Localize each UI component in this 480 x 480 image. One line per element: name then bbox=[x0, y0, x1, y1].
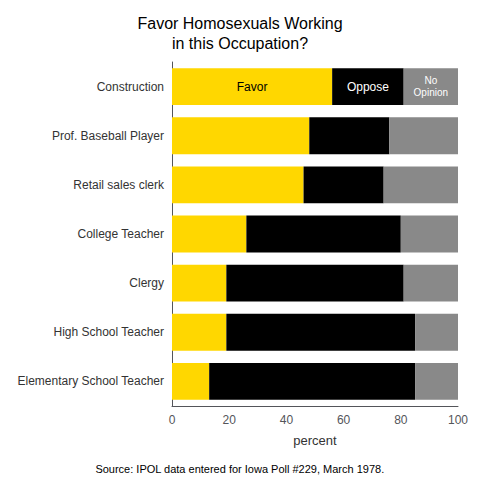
svg-text:Elementary School Teacher: Elementary School Teacher bbox=[17, 374, 164, 388]
svg-text:Retail sales clerk: Retail sales clerk bbox=[73, 178, 165, 192]
svg-text:in this Occupation?: in this Occupation? bbox=[172, 35, 308, 52]
svg-text:Prof. Baseball Player: Prof. Baseball Player bbox=[52, 129, 164, 143]
svg-text:Source: IPOL data entered for: Source: IPOL data entered for Iowa Poll … bbox=[95, 463, 384, 475]
svg-text:Favor: Favor bbox=[237, 80, 268, 94]
svg-text:0: 0 bbox=[169, 413, 176, 427]
svg-text:Clergy: Clergy bbox=[129, 276, 164, 290]
svg-text:High School Teacher: High School Teacher bbox=[53, 325, 164, 339]
svg-text:College Teacher: College Teacher bbox=[77, 227, 164, 241]
svg-text:Opinion: Opinion bbox=[414, 87, 448, 98]
svg-text:percent: percent bbox=[293, 433, 337, 448]
svg-text:Construction: Construction bbox=[97, 80, 164, 94]
svg-text:No: No bbox=[424, 75, 437, 86]
svg-text:Oppose: Oppose bbox=[347, 80, 389, 94]
svg-text:80: 80 bbox=[394, 413, 408, 427]
svg-text:100: 100 bbox=[448, 413, 468, 427]
svg-text:60: 60 bbox=[337, 413, 351, 427]
svg-text:40: 40 bbox=[280, 413, 294, 427]
svg-text:Favor Homosexuals Working: Favor Homosexuals Working bbox=[137, 15, 342, 32]
svg-text:20: 20 bbox=[223, 413, 237, 427]
